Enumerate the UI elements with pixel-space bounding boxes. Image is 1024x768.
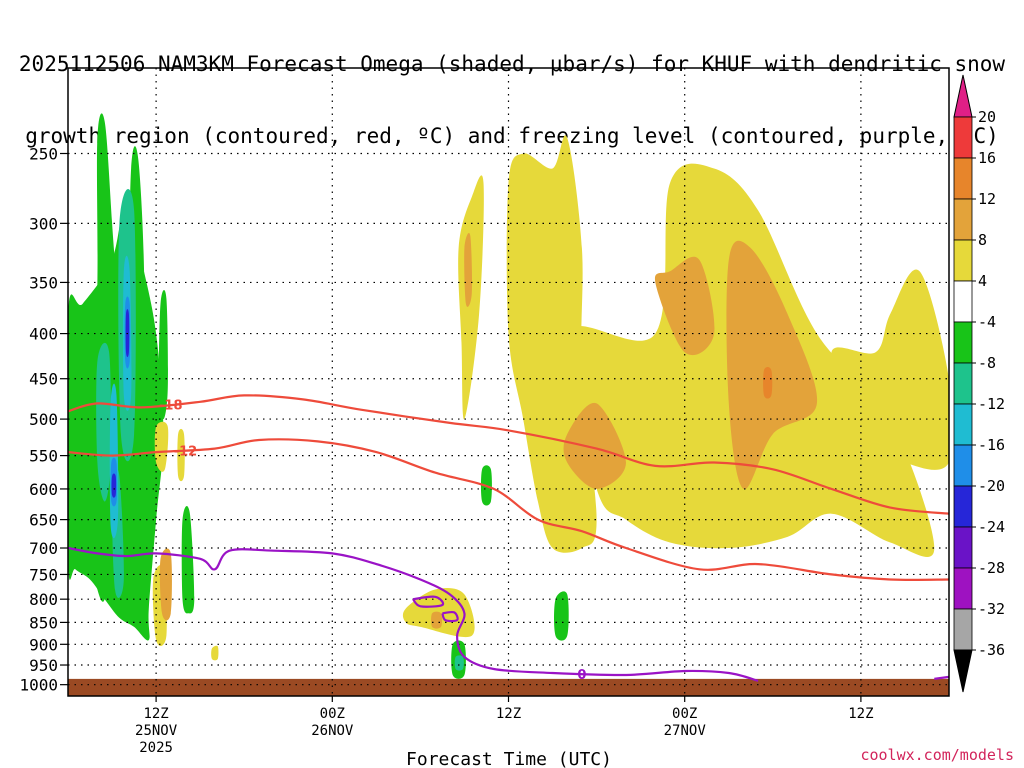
colorbar-swatch-7 [953,403,973,446]
omega-shading [68,113,949,679]
colorbar-label-7: -12 [978,395,1005,413]
y-tick-label-500: 500 [29,410,58,429]
omega-region-11 [454,655,464,671]
y-tick-label-350: 350 [29,273,58,292]
colorbar-label-3: 8 [978,231,987,249]
omega-region-8 [96,342,112,502]
colorbar-swatch-6 [953,362,973,405]
y-tick-label-400: 400 [29,325,58,344]
colorbar-swatch-4 [953,280,973,323]
y-tick-label-1000: 1000 [19,676,58,695]
colorbar-label-5: -4 [978,313,996,331]
contour-line-2 [68,546,759,682]
y-tick-label-750: 750 [29,565,58,584]
credit-text[interactable]: coolwx.com/models [860,746,1014,764]
x-tick-label-42: 00Z [672,706,697,722]
colorbar-label-2: 12 [978,190,996,208]
omega-region-19 [154,421,169,472]
omega-region-20 [177,428,185,482]
y-tick-label-950: 950 [29,656,58,675]
y-tick-label-700: 700 [29,539,58,558]
colorbar-label-1: 16 [978,149,996,167]
colorbar-swatch-8 [953,444,973,487]
colorbar-swatch-11 [953,567,973,610]
y-tick-label-850: 850 [29,613,58,632]
contour-line-1 [68,438,949,581]
omega-region-31 [726,240,818,490]
x-tick-label-18: 00Z [320,706,345,722]
chart-title-line2: growth region (contoured, red, ºC) and f… [25,124,999,148]
omega-region-7 [554,591,569,641]
colorbar-label-10: -24 [978,518,1005,536]
colorbar-swatch-9 [953,485,973,528]
omega-region-29 [563,402,626,489]
colorbar-label-12: -32 [978,600,1005,618]
omega-region-33 [763,366,773,399]
y-tick-label-550: 550 [29,447,58,466]
colorbar-bottom-arrow [953,649,973,693]
y-tick-label-650: 650 [29,511,58,530]
colorbar-label-13: -36 [978,641,1005,659]
colorbar-label-6: -8 [978,354,996,372]
temperature-contours: -18 -12 0 [68,394,949,683]
y-tick-label-300: 300 [29,214,58,233]
x-tick-label-30: 12Z [496,706,521,722]
contour-label-1: -12 [174,444,198,459]
x-tick-date-42: 27NOV [664,723,707,739]
grid-lines [68,68,949,696]
y-tick-label-250: 250 [29,144,58,163]
colorbar-swatch-10 [953,526,973,569]
x-tick-date-6: 25NOV [135,723,178,739]
colorbar-label-11: -28 [978,559,1005,577]
colorbar-swatch-12 [953,608,973,651]
x-tick-date-18: 26NOV [311,723,354,739]
colorbar-swatch-2 [953,198,973,241]
omega-region-30 [654,256,715,356]
colorbar-top-arrow [953,74,973,118]
x-axis-label: Forecast Time (UTC) [406,749,612,768]
y-tick-label-900: 900 [29,635,58,654]
omega-region-21 [211,645,219,661]
contour-line-3 [412,595,445,608]
colorbar-label-0: 20 [978,108,996,126]
x-tick-year-6: 2025 [139,740,173,756]
chart-title: 2025112506 NAM3KM Forecast Omega (shaded… [0,4,1024,172]
chart-title-line1: 2025112506 NAM3KM Forecast Omega (shaded… [18,52,1006,76]
x-tick-label-6: 12Z [143,706,168,722]
y-tick-label-600: 600 [29,480,58,499]
y-tick-label-800: 800 [29,590,58,609]
contour-line-5 [934,675,949,680]
contour-line-4 [441,610,459,623]
colorbar-label-8: -16 [978,436,1005,454]
colorbar-label-9: -20 [978,477,1005,495]
colorbar: 20 16 12 8 4 -4 -8 -12 -16 -20 -24 -28 -32 -36 [953,74,1005,693]
y-axis: 250 300 350 400 450 500 550 600 650 700 750 800 850 9… [19,144,68,695]
contour-line-0 [68,394,949,515]
omega-region-32 [431,611,443,629]
omega-region-28 [464,233,473,307]
ground-surface [68,678,949,696]
colorbar-swatch-0 [953,116,973,159]
colorbar-label-4: 4 [978,272,987,290]
colorbar-swatch-1 [953,157,973,200]
contour-label-2: 0 [577,668,586,683]
contour-label-0: -18 [159,399,183,414]
omega-region-27 [159,548,173,621]
x-tick-label-54: 12Z [848,706,873,722]
omega-region-17 [111,473,117,498]
ground-fill [68,678,949,696]
colorbar-swatch-5 [953,321,973,364]
omega-region-4 [181,505,195,614]
y-tick-label-450: 450 [29,370,58,389]
colorbar-swatch-3 [953,239,973,282]
omega-region-3 [158,290,168,420]
